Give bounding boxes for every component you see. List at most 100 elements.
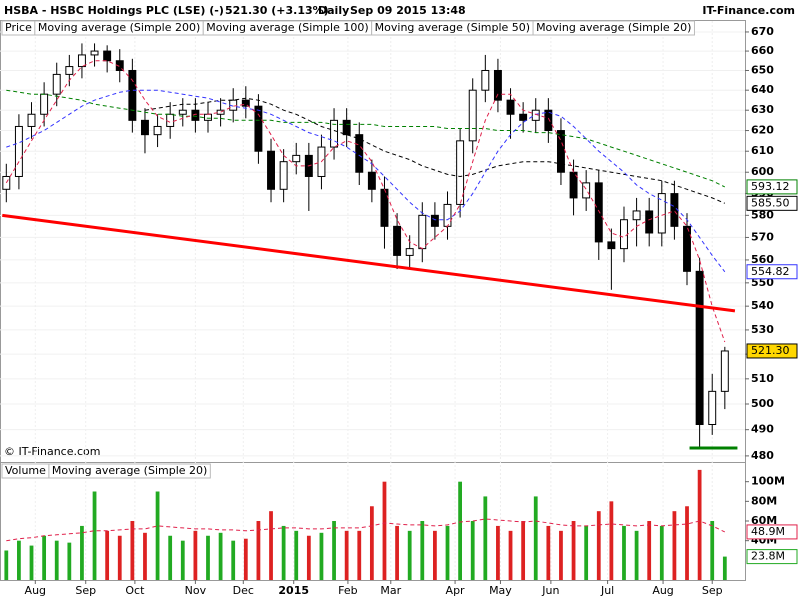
candle-body	[620, 219, 628, 250]
y-tick-label: 80M	[751, 494, 777, 507]
y-tick-label: 630	[751, 103, 774, 116]
x-tick-label: Feb	[338, 584, 357, 597]
candle-body	[77, 54, 86, 68]
volume-bar	[42, 535, 47, 580]
candle-body	[254, 105, 263, 152]
value-badge	[746, 264, 798, 280]
legend-label: Moving average (Simple 20)	[536, 21, 691, 34]
y-tick-label: 600	[751, 165, 774, 178]
volume-bar	[470, 521, 475, 580]
symbol: HSBA - HSBC Holdings PLC (LSE) (-)	[4, 4, 224, 17]
candle-body	[216, 109, 225, 115]
volume-bar	[269, 511, 273, 580]
legend-label: Volume	[5, 464, 46, 477]
candle-body	[166, 113, 175, 127]
value-badge-label: 48.9M	[751, 525, 785, 538]
y-tick-label: 500	[751, 397, 774, 410]
candle-body	[380, 188, 389, 227]
candle-body	[241, 99, 250, 107]
candle-body	[393, 225, 402, 256]
y-tick-label: 530	[751, 323, 774, 336]
volume-bar	[395, 525, 399, 580]
volume-bar	[294, 530, 299, 580]
candle-body	[456, 140, 465, 205]
value-badge-label: 554.82	[751, 265, 790, 278]
moving-average	[5, 60, 726, 343]
candle-body	[153, 125, 162, 136]
x-tick-label: Mar	[380, 584, 401, 597]
value-badge-label: 593.12	[751, 180, 790, 193]
candle-body	[695, 270, 704, 426]
volume-bar	[685, 506, 689, 580]
candle-body	[519, 113, 528, 121]
volume-bar	[659, 525, 664, 580]
value-badge-label: 585.50	[751, 196, 790, 209]
volume-bar	[29, 545, 34, 580]
candle-body	[544, 109, 553, 132]
volume-bar	[357, 530, 362, 580]
x-tick-label: May	[489, 584, 512, 597]
candle-body	[607, 241, 616, 250]
volume-bar	[206, 535, 210, 580]
candle-body	[720, 350, 729, 392]
candle-body	[128, 69, 137, 121]
candle-body	[670, 193, 679, 227]
x-tick-label: Aug	[25, 584, 46, 597]
y-tick-label: 650	[751, 63, 774, 76]
volume-bar	[281, 525, 286, 580]
candle-body	[481, 69, 490, 91]
y-tick-label: 620	[751, 124, 774, 137]
y-tick-label: 660	[751, 44, 774, 57]
y-tick-label: 640	[751, 83, 774, 96]
candle-body	[342, 119, 351, 136]
value-badge	[746, 524, 798, 540]
volume-bar	[231, 540, 236, 580]
candle-body	[531, 109, 540, 121]
candle-body	[103, 50, 112, 62]
timestamp: Sep 09 2015 13:48	[350, 4, 466, 17]
volume-bar	[584, 525, 589, 580]
trend-line	[2, 213, 736, 313]
value-badge	[746, 179, 798, 195]
volume-bar	[180, 540, 185, 580]
volume-bar	[609, 501, 614, 580]
candle-body	[204, 113, 212, 121]
candle-body	[279, 161, 288, 190]
volume-bar	[407, 530, 412, 580]
interval: Daily	[318, 4, 349, 17]
volume-bar	[143, 532, 147, 580]
candle-body	[27, 113, 36, 127]
volume-bar	[54, 540, 59, 580]
volume-bar	[332, 521, 336, 580]
candle-body	[632, 210, 641, 221]
brand: IT-Finance.com	[702, 4, 795, 17]
volume-bar	[697, 469, 702, 580]
x-tick-label: Oct	[125, 584, 145, 597]
value-badge-label: 23.8M	[751, 550, 785, 563]
candle-body	[468, 89, 477, 142]
x-tick-label: Nov	[185, 584, 207, 597]
volume-bar	[647, 521, 652, 580]
volume-bar	[344, 530, 349, 580]
volume-bar	[596, 511, 601, 580]
value-badge	[746, 195, 798, 211]
volume-bar	[168, 535, 173, 580]
x-tick-label: Jun	[541, 584, 559, 597]
candle-body	[418, 214, 427, 250]
candle-body	[594, 182, 603, 243]
candle-body	[443, 203, 452, 227]
volume-bar	[105, 530, 110, 580]
candle-body	[292, 154, 301, 163]
candle-body	[40, 93, 49, 115]
y-tick-label: 560	[751, 253, 774, 266]
volume-bar	[80, 525, 84, 580]
value-badge	[746, 549, 798, 565]
candle-body	[178, 109, 187, 115]
x-tick-label: Apr	[446, 584, 466, 597]
candle-body	[506, 99, 515, 115]
volume-bar	[117, 535, 122, 580]
candle-body	[645, 210, 654, 234]
y-tick-label: 570	[751, 230, 774, 243]
candle-body	[556, 130, 565, 173]
candle-body	[115, 60, 124, 71]
